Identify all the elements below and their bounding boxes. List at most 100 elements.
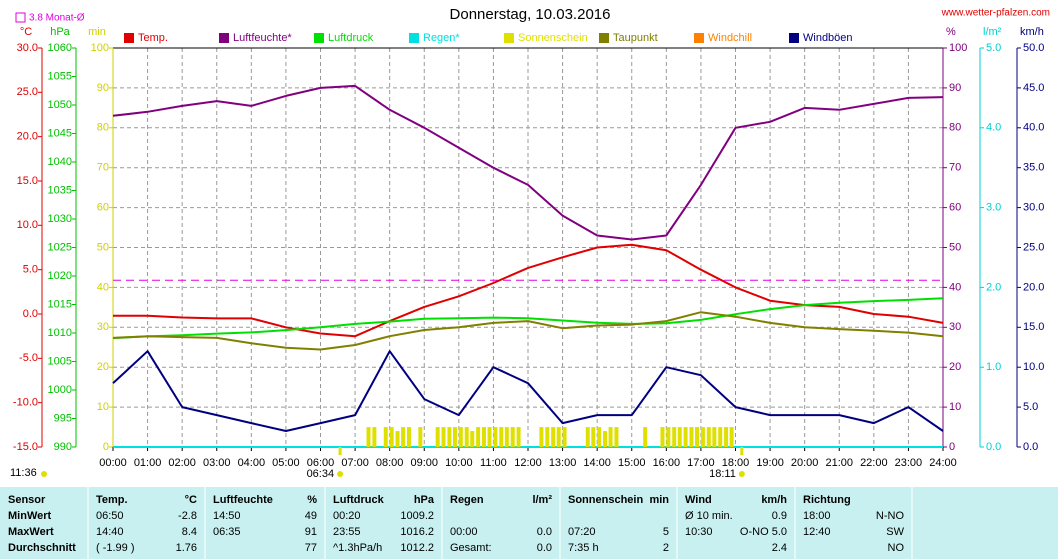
sunshine-bar	[677, 427, 682, 447]
x-tick-label: 22:00	[860, 457, 888, 469]
table-cell: Ø 10 min.	[685, 510, 733, 522]
legend-label: Windchill	[708, 32, 752, 44]
y-tick-label: -10.0	[13, 397, 38, 409]
table-unit: l/m²	[532, 494, 552, 506]
y-tick-label: 10	[949, 401, 961, 413]
table-unit: °C	[185, 494, 197, 506]
table-cell: 0.0	[537, 542, 552, 554]
stats-table-bg	[0, 487, 1058, 559]
y-tick-label: 90	[949, 82, 961, 94]
x-tick-label: 07:00	[341, 457, 369, 469]
sunshine-bar	[464, 427, 469, 447]
y-tick-label: 3.0	[986, 202, 1001, 214]
table-cell: 06:35	[213, 526, 241, 538]
axis-unit: hPa	[50, 26, 70, 38]
day-length: 11:36	[10, 467, 37, 479]
x-tick-label: 16:00	[653, 457, 681, 469]
y-tick-label: 0	[949, 441, 955, 453]
table-cell: 49	[305, 510, 317, 522]
x-tick-label: 09:00	[410, 457, 438, 469]
y-tick-label: 60	[949, 202, 961, 214]
table-unit: hPa	[414, 494, 435, 506]
x-tick-label: 17:00	[687, 457, 715, 469]
legend-swatch	[694, 33, 704, 43]
x-tick-label: 20:00	[791, 457, 819, 469]
legend-swatch	[789, 33, 799, 43]
axis-unit: min	[88, 26, 106, 38]
sunshine-bar	[597, 427, 602, 447]
y-tick-label: 35.0	[1023, 162, 1044, 174]
y-tick-label: 1060	[48, 42, 72, 54]
y-tick-label: 60	[97, 202, 109, 214]
table-cell: 0.9	[772, 510, 787, 522]
sunshine-bar	[366, 427, 371, 447]
legend-label: Temp.	[138, 32, 168, 44]
y-tick-label: 1005	[48, 355, 72, 367]
table-header: Luftdruck	[333, 494, 385, 506]
legend-swatch	[314, 33, 324, 43]
chart-title: Donnerstag, 10.03.2016	[450, 6, 611, 23]
table-header: Temp.	[96, 494, 128, 506]
x-tick-label: 03:00	[203, 457, 231, 469]
sunshine-bar	[516, 427, 521, 447]
y-tick-label: 20	[949, 361, 961, 373]
table-cell: SW	[886, 526, 904, 538]
table-cell: 77	[305, 542, 317, 554]
y-tick-label: 1055	[48, 70, 72, 82]
x-tick-label: 24:00	[929, 457, 957, 469]
table-cell: 1009.2	[400, 510, 434, 522]
y-tick-label: 80	[949, 122, 961, 134]
x-tick-label: 00:00	[99, 457, 127, 469]
sunshine-bar	[435, 427, 440, 447]
sunshine-bar	[441, 427, 446, 447]
table-cell: 14:50	[213, 510, 241, 522]
y-tick-label: 1050	[48, 99, 72, 111]
sunshine-bar	[493, 427, 498, 447]
x-tick-label: 06:00	[307, 457, 335, 469]
y-tick-label: 1035	[48, 184, 72, 196]
sunshine-bar	[401, 427, 406, 447]
y-tick-label: 1.0	[986, 361, 1001, 373]
sunshine-bar	[510, 427, 515, 447]
table-cell: 12:40	[803, 526, 831, 538]
y-tick-label: 1020	[48, 270, 72, 282]
x-tick-label: 01:00	[134, 457, 162, 469]
axis-unit: km/h	[1020, 26, 1044, 38]
y-tick-label: 25.0	[17, 86, 38, 98]
table-cell: 8.4	[182, 526, 197, 538]
y-tick-label: -5.0	[19, 352, 38, 364]
y-tick-label: 1025	[48, 241, 72, 253]
y-tick-label: 50	[949, 241, 961, 253]
mean-legend-box	[15, 12, 26, 23]
y-tick-label: 20.0	[17, 131, 38, 143]
table-cell: 7:35 h	[568, 542, 599, 554]
background	[0, 0, 1058, 487]
source: www.wetter-pfalzen.com	[941, 8, 1050, 19]
sunshine-bar	[556, 427, 561, 447]
y-tick-label: 30	[949, 321, 961, 333]
sunshine-bar	[608, 427, 613, 447]
table-unit: km/h	[761, 494, 787, 506]
sunshine-bar	[614, 427, 619, 447]
table-cell: 18:00	[803, 510, 831, 522]
sunrise-sun	[337, 471, 344, 477]
y-tick-label: 20.0	[1023, 281, 1044, 293]
y-tick-label: 40.0	[1023, 122, 1044, 134]
table-cell: ^1.3hPa/h	[333, 542, 382, 554]
sunshine-bar	[712, 427, 717, 447]
table-cell: -2.8	[178, 510, 197, 522]
sunset-sun	[738, 471, 745, 477]
legend-swatch	[504, 33, 514, 43]
table-cell: 14:40	[96, 526, 124, 538]
table-header: Regen	[450, 494, 484, 506]
y-tick-label: 1010	[48, 327, 72, 339]
x-tick-label: 05:00	[272, 457, 300, 469]
axis-unit: %	[946, 26, 956, 38]
table-header: Luftfeuchte	[213, 494, 273, 506]
sunshine-bar	[395, 431, 400, 447]
legend-swatch	[409, 33, 419, 43]
table-cell: 06:50	[96, 510, 124, 522]
sunshine-bar	[603, 431, 608, 447]
legend-label: Taupunkt	[613, 32, 658, 44]
